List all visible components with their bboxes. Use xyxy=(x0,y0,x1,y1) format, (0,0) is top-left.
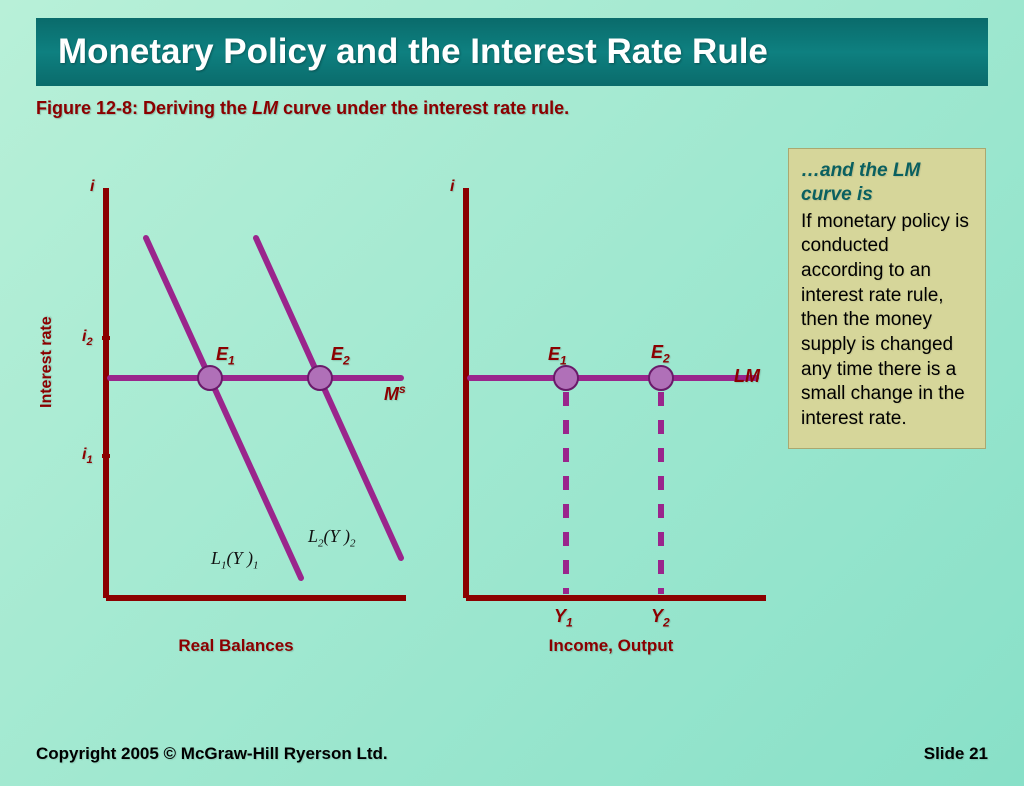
left-y-axis-label: Interest rate xyxy=(38,316,56,408)
Y1-label: Y1 xyxy=(554,606,573,630)
right-x-axis-label: Income, Output xyxy=(436,636,786,656)
right-E2-label: E2 xyxy=(651,342,670,366)
sidebar-note: …and the LM curve is If monetary policy … xyxy=(788,148,986,449)
slide-title: Monetary Policy and the Interest Rate Ru… xyxy=(36,18,988,86)
charts-container: Interest rate i i2 i1 E1 E2 Ms L1(Y )1 L… xyxy=(36,178,782,706)
lm-label: LM xyxy=(734,366,760,387)
left-chart-svg xyxy=(56,178,416,648)
y-top-label-left: i xyxy=(90,178,94,196)
tick-i2: i2 xyxy=(82,328,93,348)
ms-label: Ms xyxy=(384,382,406,405)
caption-em: LM xyxy=(252,98,283,118)
figure-caption: Figure 12-8: Deriving the LM curve under… xyxy=(36,98,988,119)
right-chart-svg xyxy=(436,178,786,648)
tick-i1: i1 xyxy=(82,446,93,466)
left-E1-label: E1 xyxy=(216,344,235,368)
caption-post: curve under the interest rate rule. xyxy=(283,98,569,118)
right-chart: i E1 E2 LM Y1 Y2 Income, Output xyxy=(436,178,786,648)
copyright: Copyright 2005 © McGraw-Hill Ryerson Ltd… xyxy=(36,744,388,764)
L2-label: L2(Y )2 xyxy=(308,526,356,550)
y-top-label-right: i xyxy=(450,178,454,196)
sidebar-line1: …and the LM curve is xyxy=(801,159,973,208)
L1-label: L1(Y )1 xyxy=(211,548,259,572)
left-x-axis-label: Real Balances xyxy=(56,636,416,656)
sidebar-line2: If monetary policy is conducted accordin… xyxy=(801,210,973,432)
left-E2-label: E2 xyxy=(331,344,350,368)
caption-pre: Figure 12-8: Deriving the xyxy=(36,98,252,118)
slide-number: Slide 21 xyxy=(924,744,988,764)
left-chart: Interest rate i i2 i1 E1 E2 Ms L1(Y )1 L… xyxy=(56,178,416,648)
right-E1-label: E1 xyxy=(548,344,567,368)
Y2-label: Y2 xyxy=(651,606,670,630)
